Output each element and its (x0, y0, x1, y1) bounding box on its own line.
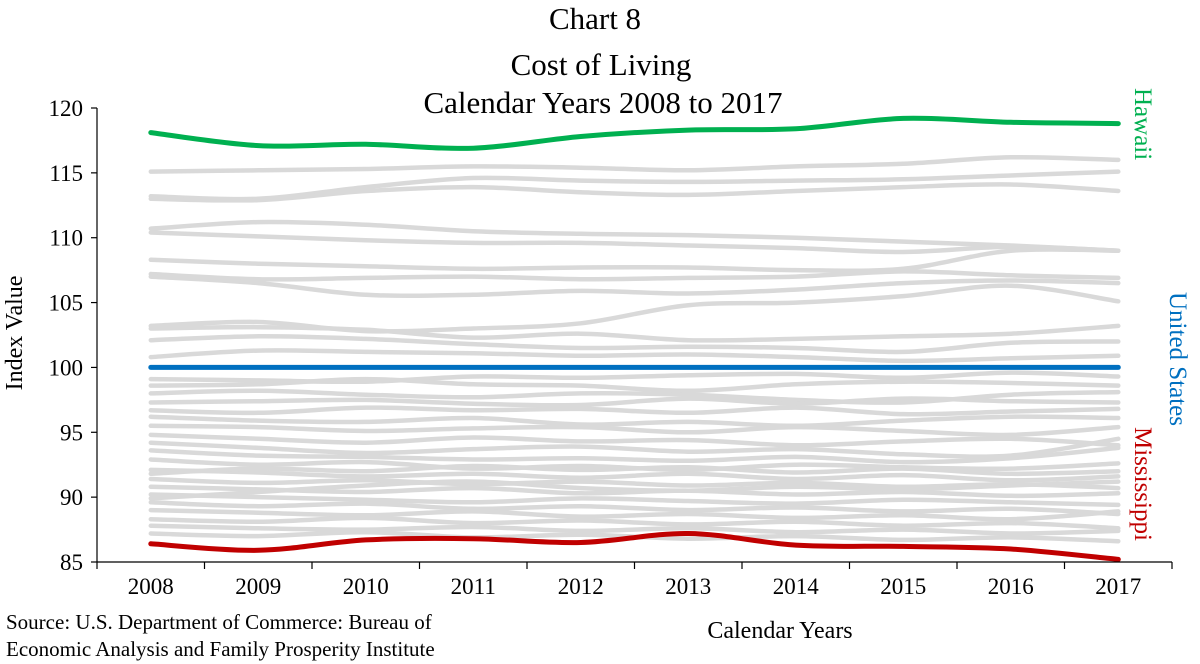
source-note-line-2: Economic Analysis and Family Prosperity … (6, 637, 435, 661)
x-tick-label-2017: 2017 (1095, 574, 1141, 599)
y-tick-label-115: 115 (49, 161, 83, 186)
y-tick-label-95: 95 (60, 420, 83, 445)
source-note-line-1: Source: U.S. Department of Commerce: Bur… (6, 610, 432, 634)
background-series-line-14 (148, 376, 1121, 394)
background-series-line-29 (148, 507, 1121, 522)
background-series-line-22 (148, 445, 1121, 465)
background-series-line-4 (148, 219, 1121, 253)
y-axis-ticks: 85 90 95 100 105 110 115 120 (49, 96, 97, 575)
background-series-line-12 (148, 348, 1121, 364)
x-tick-label-2009: 2009 (235, 574, 281, 599)
series-line-mississippi (148, 530, 1121, 562)
background-series-line-3 (148, 182, 1121, 203)
background-series-line-27 (148, 492, 1121, 508)
series-label-mississippi: Mississippi (1129, 427, 1156, 541)
x-tick-label-2011: 2011 (451, 574, 496, 599)
x-tick-label-2015: 2015 (880, 574, 926, 599)
background-series-line-30 (148, 515, 1121, 531)
title-line-1: Chart 8 (549, 1, 641, 36)
background-series-line-34 (148, 479, 1121, 501)
y-tick-label-120: 120 (49, 96, 84, 121)
background-series-line-33 (148, 463, 1121, 477)
y-tick-label-100: 100 (49, 355, 84, 380)
title-line-2: Cost of Living (511, 47, 692, 82)
series-line-hawaii (148, 115, 1121, 151)
x-tick-label-2014: 2014 (773, 574, 820, 599)
background-series-line-6 (148, 247, 1121, 274)
background-series-line-25 (148, 476, 1121, 491)
background-series-line-28 (148, 500, 1121, 517)
background-series-line-19 (148, 423, 1121, 438)
y-tick-label-85: 85 (60, 550, 83, 575)
x-tick-label-2013: 2013 (665, 574, 711, 599)
series-label-hawaii: Hawaii (1129, 88, 1156, 160)
background-series-line-1 (148, 154, 1121, 174)
background-series-line-31 (148, 523, 1121, 536)
background-series-group (148, 154, 1121, 544)
y-axis-label: Index Value (2, 276, 28, 391)
x-tick-label-2012: 2012 (558, 574, 604, 599)
background-series-line-18 (148, 414, 1121, 429)
background-series-line-17 (148, 405, 1121, 417)
y-tick-label-105: 105 (49, 291, 84, 316)
x-tick-label-2016: 2016 (988, 574, 1034, 599)
highlight-series-group (148, 115, 1121, 562)
series-label-united-states: United States (1164, 292, 1191, 426)
y-tick-label-110: 110 (49, 226, 83, 251)
chart-title: Chart 8 Cost of Living Calendar Years 20… (423, 1, 782, 120)
background-series-line-24 (148, 467, 1121, 483)
background-series-line-21 (148, 436, 1121, 459)
background-series-line-5 (148, 230, 1121, 255)
background-series-line-10 (148, 323, 1121, 343)
x-tick-label-2010: 2010 (343, 574, 389, 599)
x-axis-ticks: 2008 2009 2010 2011 2012 2013 2014 2015 2016 2017 (96, 562, 1173, 599)
background-series-line-11 (148, 334, 1121, 355)
x-axis-label: Calendar Years (707, 618, 852, 644)
background-series-line-20 (148, 432, 1121, 448)
x-tick-label-2008: 2008 (128, 574, 174, 599)
title-line-3: Calendar Years 2008 to 2017 (423, 85, 782, 120)
background-series-line-7 (148, 269, 1121, 282)
background-series-line-16 (148, 396, 1121, 408)
y-tick-label-90: 90 (60, 485, 83, 510)
background-series-line-8 (148, 274, 1121, 299)
